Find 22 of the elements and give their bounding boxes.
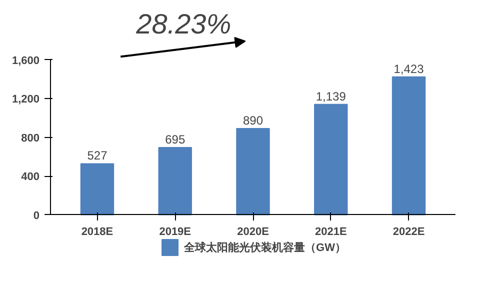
data-label: 890 — [242, 114, 264, 128]
bar — [158, 146, 192, 216]
data-label: 1,423 — [394, 62, 424, 76]
text: 28.23% — [135, 8, 232, 40]
bar — [314, 104, 348, 216]
y-tick-label: 1,200 — [12, 94, 40, 106]
bar — [392, 76, 426, 216]
data-label: 1,139 — [316, 89, 346, 104]
bar — [236, 128, 270, 216]
y-tick-label: 400 — [21, 171, 40, 184]
y-tick-label: 800 — [21, 132, 40, 144]
bar — [80, 163, 114, 216]
x-tick-label: 2018E — [81, 226, 114, 238]
y-tick-label: 1,600 — [12, 54, 40, 67]
legend-label: 全球太阳能光伏装机容量（GW） — [184, 240, 346, 254]
x-tick-label: 2022E — [392, 226, 425, 238]
data-label: 527 — [87, 148, 108, 163]
x-tick-label: 2021E — [314, 226, 347, 238]
y-tick-label: 0 — [33, 210, 40, 222]
x-tick-label: 2020E — [237, 226, 269, 238]
data-label: 695 — [165, 132, 186, 146]
x-tick-label: 2019E — [159, 226, 192, 238]
